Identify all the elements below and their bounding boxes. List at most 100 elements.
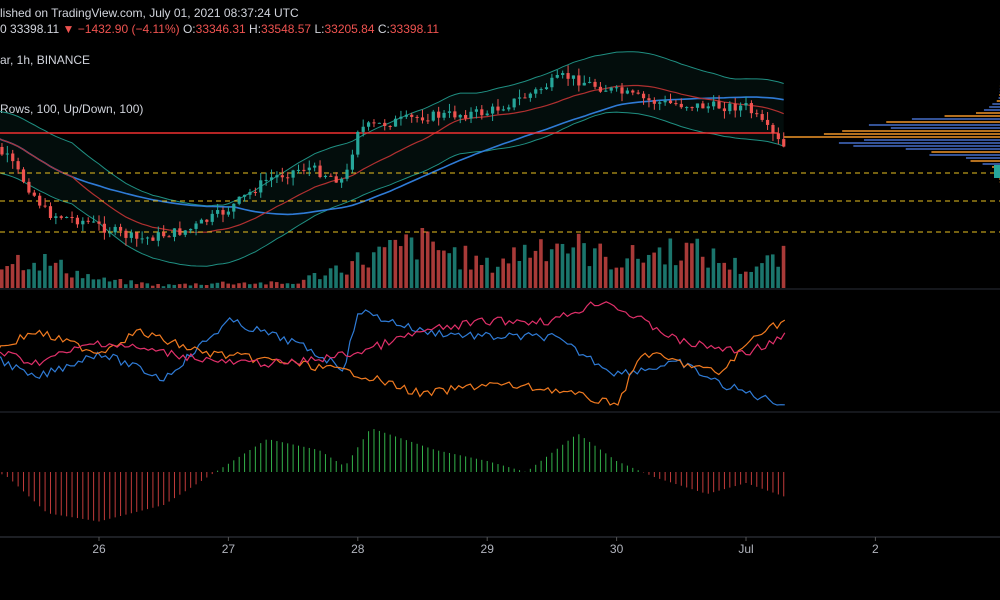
volume-bar: [107, 281, 112, 288]
candle-up: [404, 114, 408, 117]
candle-up: [108, 232, 112, 234]
volume-bar: [619, 267, 624, 288]
candle-down: [480, 109, 484, 116]
volume-bar: [21, 270, 26, 288]
candle-up: [534, 89, 538, 94]
candle-up: [92, 221, 96, 223]
candle-up: [269, 177, 274, 180]
volume-bar: [150, 285, 155, 288]
volume-profile-row: [886, 121, 1000, 123]
volume-bar: [280, 283, 284, 288]
volume-bar: [296, 283, 301, 288]
volume-bar: [528, 257, 532, 288]
volume-bar: [539, 239, 543, 288]
volume-bar: [323, 275, 328, 288]
volume-bar: [404, 234, 408, 288]
candle-up: [485, 113, 489, 116]
candle-up: [313, 165, 317, 168]
candle-down: [453, 111, 457, 118]
candle-up: [550, 77, 554, 88]
volume-bar: [614, 267, 619, 288]
volume-bar: [425, 231, 430, 288]
candle-down: [124, 230, 128, 238]
volume-bar: [646, 254, 651, 288]
candle-down: [162, 232, 166, 237]
volume-bar: [226, 283, 230, 288]
candle-up: [490, 106, 495, 114]
volume-bar: [210, 283, 214, 288]
volume-bar: [452, 247, 457, 288]
candle-up: [259, 180, 263, 193]
candle-up: [695, 103, 700, 108]
low-label: L:: [314, 22, 325, 36]
stochastic-lines: [0, 301, 786, 406]
candle-down: [86, 220, 90, 222]
candle-down: [318, 165, 322, 178]
candle-down: [577, 75, 581, 86]
candle-down: [118, 226, 123, 231]
volume-bar: [388, 239, 392, 288]
candle-up: [604, 90, 608, 92]
candle-down: [178, 228, 182, 235]
candle-up: [194, 223, 198, 229]
candle-up: [393, 118, 398, 127]
volume-bars: [0, 228, 786, 288]
volume-bar: [10, 264, 15, 288]
volume-profile-row: [853, 145, 1000, 147]
x-tick-label: 28: [351, 542, 365, 556]
volume-bar: [247, 284, 252, 288]
candle-down: [383, 122, 387, 126]
candle-down: [782, 139, 786, 147]
candle-down: [647, 98, 651, 101]
volume-profile-row: [992, 103, 1000, 105]
volume-bar: [345, 274, 349, 288]
candle-up: [739, 105, 743, 111]
volume-bar: [571, 247, 576, 288]
volume-bar: [560, 243, 565, 288]
candle-down: [749, 103, 753, 114]
volume-bar: [53, 262, 58, 288]
volume-bar: [544, 261, 549, 288]
x-tick-label: 27: [222, 542, 236, 556]
candle-up: [216, 210, 220, 214]
candle-up: [744, 103, 748, 106]
horizontal-lines: [0, 132, 1000, 233]
candle-up: [447, 111, 452, 113]
volume-bar: [264, 284, 268, 288]
volume-profile-row: [868, 124, 1000, 126]
candle-down: [426, 120, 430, 122]
volume-bar: [172, 284, 177, 288]
volume-profile-row: [982, 163, 1000, 165]
candle-down: [760, 114, 764, 120]
volume-profile-row: [823, 133, 1000, 135]
symbol-text: ar, 1h, BINANCE: [0, 53, 91, 67]
volume-bar: [603, 256, 608, 288]
volume-bar: [398, 246, 403, 288]
candle-up: [65, 216, 69, 218]
volume-bar: [123, 284, 128, 288]
volume-bar: [474, 255, 479, 288]
volume-bar: [663, 264, 667, 288]
volume-bar: [582, 243, 586, 288]
volume-bar: [274, 282, 279, 288]
volume-bar: [161, 286, 166, 288]
volume-profile-text: Rows, 100, Up/Down, 100): [0, 102, 144, 116]
candle-down: [771, 124, 775, 134]
candle-up: [5, 153, 9, 155]
candle-down: [75, 217, 80, 225]
volume-bar: [64, 273, 69, 288]
volume-bar: [32, 262, 36, 288]
volume-bar: [754, 266, 759, 288]
x-tick-label: 2: [872, 542, 879, 556]
volume-bar: [242, 282, 247, 288]
volume-bar: [420, 228, 425, 288]
volume-bar: [630, 245, 635, 288]
candle-up: [685, 107, 689, 109]
volume-bar: [43, 254, 47, 288]
candles: [0, 65, 786, 247]
symbol-line: ar, 1h, BINANCE: [0, 53, 90, 67]
candle-down: [70, 216, 74, 218]
volume-bar: [727, 269, 732, 288]
candle-up: [663, 100, 667, 103]
